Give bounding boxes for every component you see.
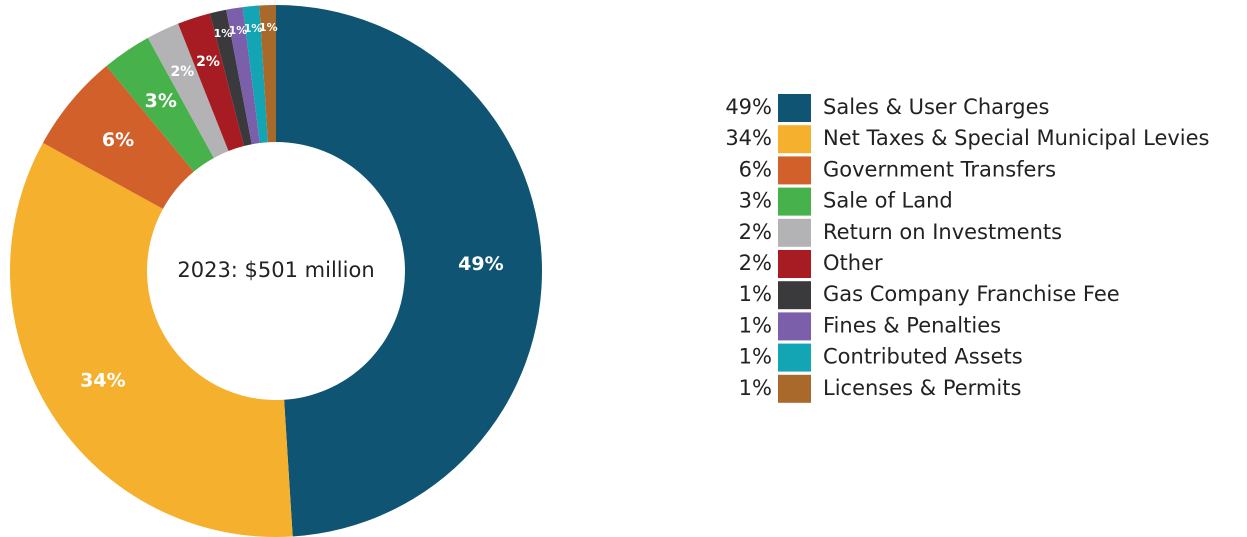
legend-swatch: [778, 343, 811, 372]
legend-label: Return on Investments: [823, 220, 1062, 244]
legend-value: 1%: [739, 313, 772, 337]
legend-label: Licenses & Permits: [823, 376, 1021, 400]
legend-label: Fines & Penalties: [823, 313, 1001, 337]
slice: [42, 66, 194, 209]
legend-swatch: [778, 218, 811, 247]
legend-label: Other: [823, 251, 883, 275]
legend-value: 1%: [739, 282, 772, 306]
legend-label: Net Taxes & Special Municipal Levies: [823, 126, 1210, 150]
legend-value: 34%: [725, 126, 772, 150]
slice: [242, 5, 268, 144]
legend-value: 1%: [739, 345, 772, 369]
legend-swatch: [778, 125, 811, 154]
slice-label: 34%: [80, 369, 125, 391]
legend-swatch: [778, 250, 811, 278]
legend-value: 3%: [739, 189, 772, 213]
slice-label: 6%: [102, 129, 134, 151]
legend-value: 1%: [739, 376, 772, 400]
slice: [106, 37, 214, 172]
slice-label: 49%: [458, 253, 503, 275]
legend-swatch: [778, 156, 811, 185]
slice: [209, 9, 252, 147]
slice-label: 2%: [170, 64, 194, 80]
slice: [226, 7, 260, 145]
slice-label: 3%: [145, 90, 177, 112]
legend-value: 2%: [739, 251, 772, 275]
slice-label: 1%: [229, 24, 248, 37]
slice: [259, 5, 276, 143]
legend-value: 6%: [739, 157, 772, 181]
legend-label: Sale of Land: [823, 189, 953, 213]
slice: [9, 142, 293, 537]
legend-swatch: [778, 94, 811, 122]
legend-label: Contributed Assets: [823, 345, 1023, 369]
slice-label: 2%: [196, 54, 220, 70]
legend-value: 49%: [725, 95, 772, 119]
legend-swatch: [778, 312, 811, 341]
legend-swatch: [778, 374, 811, 403]
center-label: 2023: $501 million: [177, 258, 374, 282]
legend-value: 2%: [739, 220, 772, 244]
legend-swatch: [778, 187, 811, 216]
slice: [276, 5, 542, 537]
legend-swatch: [778, 281, 811, 310]
legend-label: Government Transfers: [823, 157, 1056, 181]
slice: [178, 13, 244, 152]
slice-label: 1%: [259, 21, 278, 34]
slice: [147, 23, 229, 158]
legend-label: Sales & User Charges: [823, 95, 1049, 119]
slice-label: 1%: [214, 27, 233, 40]
legend-label: Gas Company Franchise Fee: [823, 282, 1120, 306]
slice-label: 1%: [244, 22, 263, 35]
